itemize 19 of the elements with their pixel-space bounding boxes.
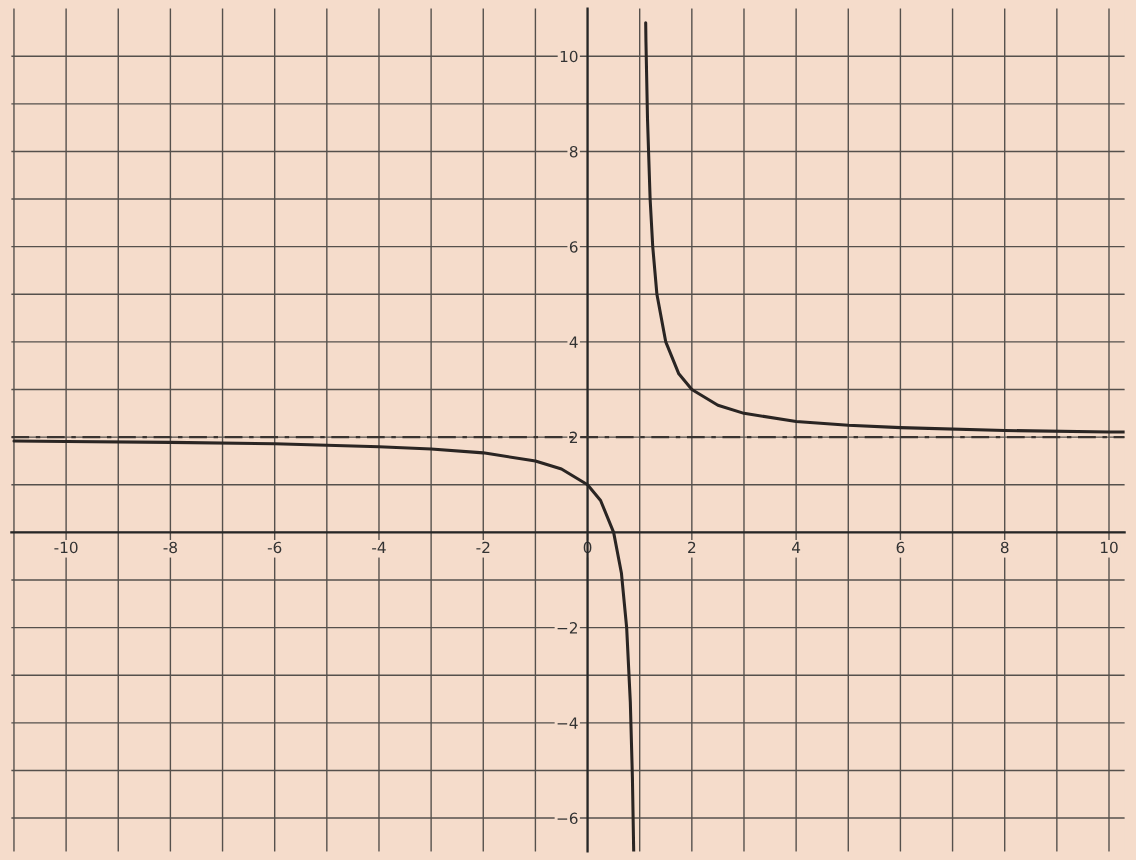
- x-tick-label: 4: [792, 541, 801, 554]
- y-tick-label: 2: [569, 431, 577, 443]
- x-tick-label: 6: [896, 541, 905, 554]
- x-tick-label: 10: [1100, 541, 1118, 554]
- y-tick-label: −4: [557, 717, 578, 729]
- y-tick-label: 8: [569, 145, 578, 158]
- line-series: [644, 21, 1125, 434]
- y-tick-label: −2: [557, 622, 577, 634]
- x-tick-label: 8: [1000, 541, 1009, 554]
- x-tick-label: -10: [54, 541, 78, 554]
- x-tick-label: -2: [476, 541, 490, 554]
- x-tick-label: -4: [372, 541, 386, 554]
- x-tick-label: 2: [688, 541, 696, 554]
- y-tick-label: 6: [569, 241, 578, 253]
- y-tick-label: −6: [557, 812, 578, 825]
- y-tick-label: 4: [569, 336, 578, 348]
- y-tick-label: 10: [560, 50, 578, 63]
- x-tick-label: -8: [163, 541, 177, 554]
- x-tick-label: -6: [267, 541, 282, 554]
